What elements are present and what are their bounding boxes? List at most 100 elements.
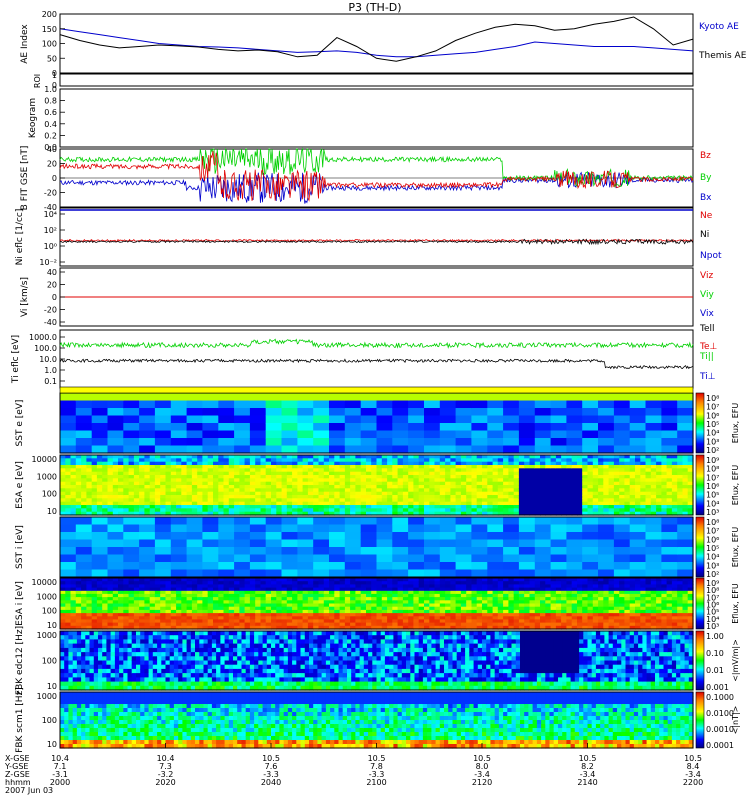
heatmap-cell — [281, 613, 288, 617]
heatmap-cell — [592, 458, 599, 463]
heatmap-cell — [128, 505, 135, 509]
heatmap-cell — [249, 609, 256, 614]
heatmap-cell — [265, 609, 272, 614]
heatmap-cell — [85, 643, 91, 649]
heatmap-cell — [202, 547, 219, 556]
heatmap-cell — [86, 481, 93, 486]
heatmap-cell — [181, 613, 188, 617]
heatmap-cell — [244, 511, 251, 516]
heatmap-cell — [123, 508, 130, 513]
heatmap-cell — [376, 609, 383, 614]
heatmap-cell — [323, 593, 330, 598]
heatmap-cell — [228, 593, 235, 598]
heatmap-cell — [460, 468, 467, 473]
heatmap-cell — [624, 609, 631, 614]
heatmap-cell — [271, 581, 277, 585]
heatmap-cell — [102, 622, 109, 627]
heatmap-cell — [323, 590, 330, 595]
heatmap-cell — [265, 468, 272, 473]
heatmap-cell — [418, 498, 425, 503]
heatmap-cell — [91, 625, 98, 630]
heatmap-cell — [671, 593, 678, 598]
heatmap-cell — [165, 471, 172, 476]
heatmap-cell — [123, 438, 140, 447]
heatmap-cell — [350, 475, 356, 479]
heatmap-cell — [360, 539, 378, 548]
heatmap-cell — [350, 625, 356, 630]
heatmap-cell — [339, 501, 346, 506]
heatmap-cell — [307, 609, 314, 614]
heatmap-cell — [154, 465, 161, 469]
heatmap-cell — [160, 501, 167, 506]
heatmap-cell — [102, 488, 109, 493]
heatmap-cell — [629, 511, 636, 516]
heatmap-cell — [102, 508, 109, 513]
heatmap-cell — [418, 481, 425, 486]
heatmap-cell — [65, 511, 72, 516]
heatmap-cell — [360, 581, 367, 585]
heatmap-cell — [139, 616, 145, 621]
heatmap-cell — [429, 597, 436, 601]
heatmap-cell — [450, 475, 457, 479]
heatmap-cell — [671, 488, 678, 493]
heatmap-cell — [666, 578, 673, 582]
heatmap-cell — [413, 505, 420, 509]
heatmap-cell — [429, 581, 436, 585]
heatmap-cell — [181, 488, 188, 493]
heatmap-cell — [223, 622, 230, 627]
heatmap-cell — [85, 677, 91, 683]
heatmap-cell — [561, 581, 567, 585]
heatmap-cell — [424, 485, 430, 489]
heatmap-cell — [286, 455, 293, 459]
heatmap-cell — [292, 590, 298, 595]
heatmap-cell — [91, 488, 98, 493]
heatmap-cell — [460, 455, 467, 459]
heatmap-cell — [677, 508, 684, 513]
heatmap-cell — [497, 495, 504, 499]
heatmap-cell — [445, 613, 451, 617]
heatmap-cell — [276, 606, 283, 611]
heatmap-cell — [339, 491, 346, 496]
heatmap-cell — [218, 590, 225, 595]
heatmap-cell — [65, 455, 72, 459]
heatmap-cell — [629, 578, 636, 582]
heatmap-cell — [687, 597, 694, 601]
heatmap-cell — [455, 603, 462, 608]
heatmap-cell — [366, 505, 372, 509]
heatmap-cell — [60, 581, 66, 585]
heatmap-cell — [154, 485, 161, 489]
heatmap-cell — [128, 597, 135, 601]
heatmap-cell — [513, 465, 520, 469]
heatmap-cell — [176, 593, 182, 598]
heatmap-cell — [518, 461, 525, 466]
esa_i-cbar-tick-5: 10⁴ — [706, 615, 719, 624]
heatmap-cell — [223, 455, 230, 459]
heatmap-cell — [629, 581, 636, 585]
heatmap-cell — [392, 600, 399, 605]
heatmap-cell — [60, 652, 65, 657]
heatmap-cell — [534, 600, 541, 605]
heatmap-cell — [418, 471, 425, 476]
heatmap-cell — [682, 475, 689, 479]
heatmap-cell — [545, 590, 552, 595]
heatmap-cell — [339, 597, 346, 601]
heatmap-cell — [75, 606, 82, 611]
heatmap-cell — [123, 491, 130, 496]
heatmap-cell — [244, 593, 251, 598]
heatmap-cell — [677, 524, 694, 533]
heatmap-cell — [81, 511, 87, 516]
heatmap-cell — [123, 613, 130, 617]
heatmap-cell — [91, 511, 98, 516]
heatmap-cell — [613, 468, 620, 473]
heatmap-cell — [144, 475, 151, 479]
heatmap-cell — [65, 471, 72, 476]
heatmap-cell — [260, 593, 267, 598]
heatmap-cell — [508, 622, 515, 627]
heatmap-cell — [376, 458, 383, 463]
heatmap-cell — [524, 587, 531, 592]
heatmap-cell — [91, 481, 98, 486]
heatmap-cell — [471, 465, 478, 469]
heatmap-cell — [265, 438, 283, 447]
heatmap-cell — [592, 501, 599, 506]
heatmap-cell — [503, 468, 509, 473]
